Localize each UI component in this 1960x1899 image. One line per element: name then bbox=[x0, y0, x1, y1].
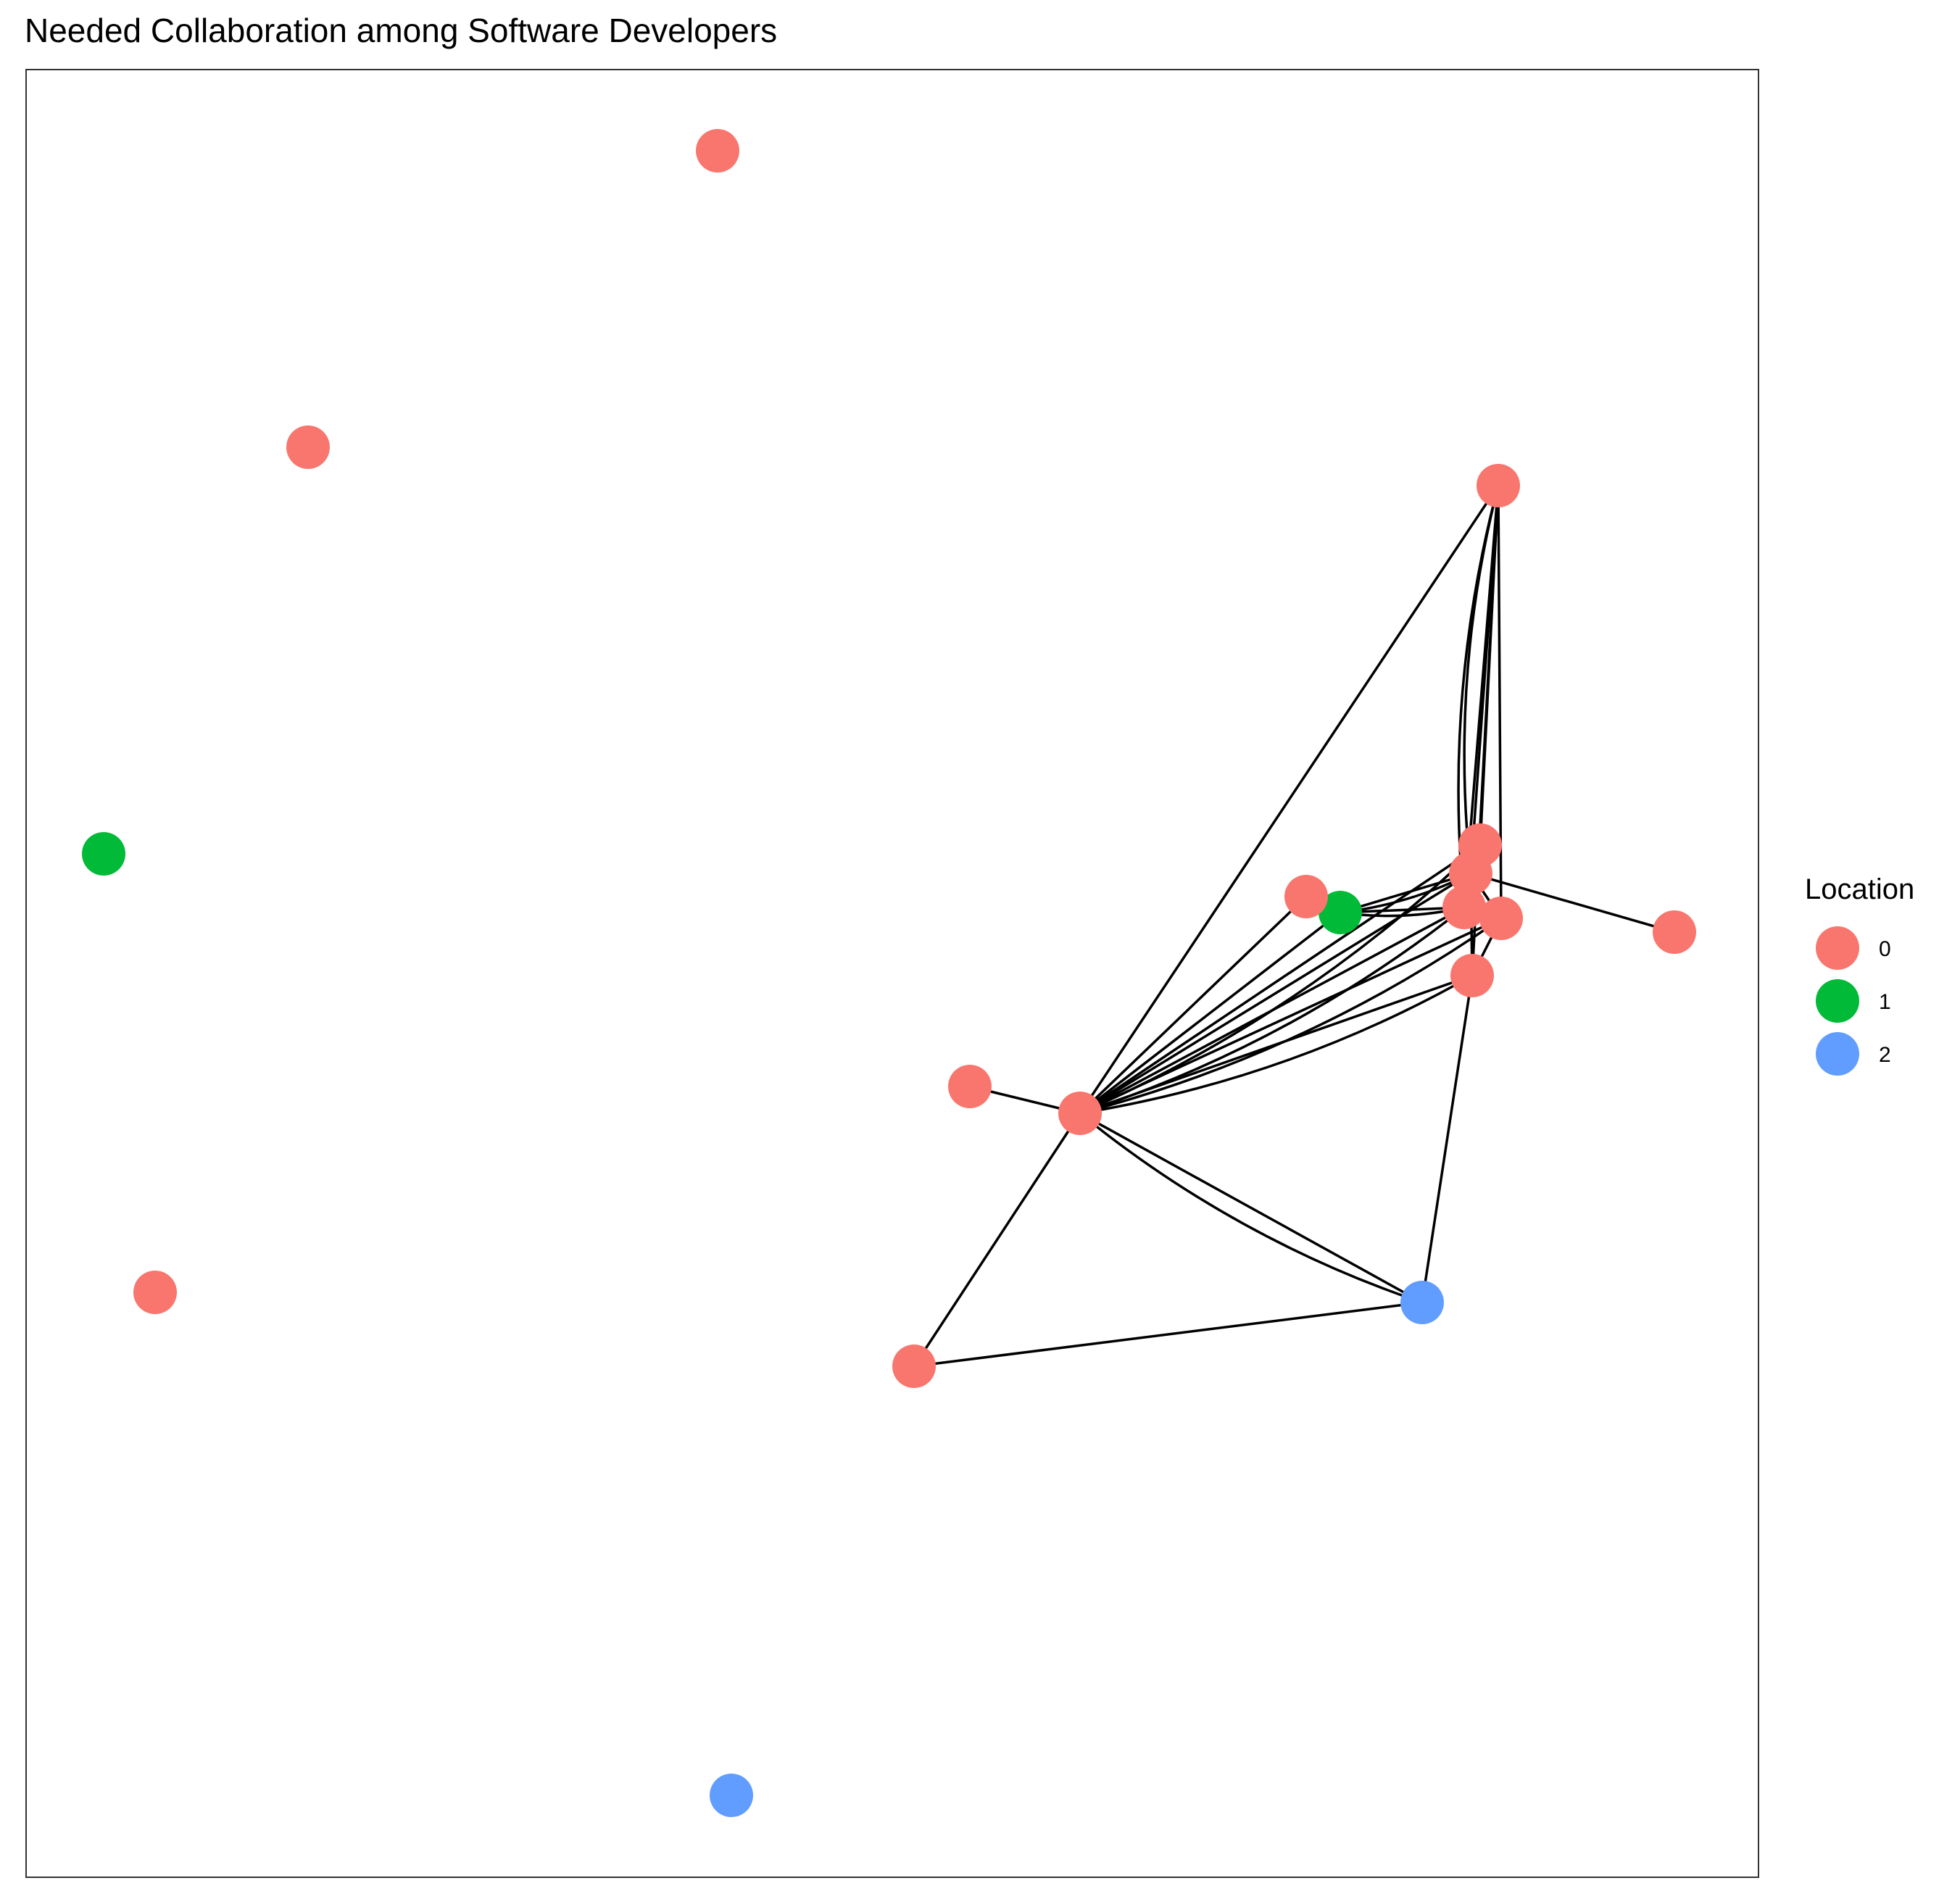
node-n10 bbox=[1653, 910, 1696, 954]
node-n7 bbox=[1058, 1092, 1102, 1135]
node-n2 bbox=[286, 425, 330, 469]
node-n18 bbox=[1400, 1281, 1444, 1324]
legend: Location 0 1 2 bbox=[1805, 873, 1914, 1076]
legend-title: Location bbox=[1805, 873, 1914, 905]
legend-key-1 bbox=[1816, 979, 1859, 1023]
edge-n7-n13 bbox=[1079, 917, 1503, 1115]
edge-n7-n11 bbox=[1079, 911, 1342, 1115]
edge-n7-n6 bbox=[913, 1113, 1081, 1367]
edge-n14-n10 bbox=[1470, 872, 1675, 934]
node-n12 bbox=[1442, 886, 1486, 929]
edge-n8-n13 bbox=[1497, 485, 1503, 919]
edge-n18-n16 bbox=[1421, 975, 1474, 1303]
node-n5 bbox=[710, 1774, 753, 1817]
edge-n7-n16 bbox=[1079, 974, 1473, 1115]
node-n11 bbox=[1319, 891, 1362, 934]
node-n13 bbox=[1479, 897, 1523, 940]
edge-n7-n18 bbox=[1079, 1112, 1423, 1304]
edge-n8-n14 bbox=[1463, 485, 1500, 874]
node-n4 bbox=[133, 1271, 177, 1314]
node-n15 bbox=[1284, 875, 1328, 918]
edge-n7-n14 bbox=[1079, 872, 1471, 1115]
plot-panel bbox=[25, 69, 1759, 1878]
legend-key-2 bbox=[1816, 1032, 1859, 1076]
edge-n7-n8 bbox=[1079, 485, 1500, 1114]
legend-label-0: 0 bbox=[1879, 937, 1891, 961]
legend-label-1: 1 bbox=[1879, 990, 1891, 1014]
node-n17 bbox=[1458, 823, 1502, 867]
legend-label-2: 2 bbox=[1879, 1043, 1891, 1067]
node-n16 bbox=[1450, 954, 1494, 997]
node-n8 bbox=[1477, 464, 1520, 507]
edge-n7-n16 bbox=[1079, 974, 1473, 1115]
node-n9 bbox=[948, 1065, 992, 1108]
node-n6 bbox=[892, 1345, 936, 1388]
node-n1 bbox=[696, 129, 739, 173]
edge-n7-n18 bbox=[1079, 1112, 1423, 1304]
edge-layer bbox=[913, 485, 1675, 1368]
edge-n6-n18 bbox=[913, 1301, 1423, 1368]
edge-n7-n15 bbox=[1079, 895, 1308, 1115]
node-n3 bbox=[82, 832, 125, 876]
chart-title: Needed Collaboration among Software Deve… bbox=[25, 12, 777, 49]
node-layer bbox=[82, 129, 1696, 1817]
edge-n7-n17 bbox=[1079, 844, 1481, 1115]
legend-key-0 bbox=[1816, 926, 1859, 970]
